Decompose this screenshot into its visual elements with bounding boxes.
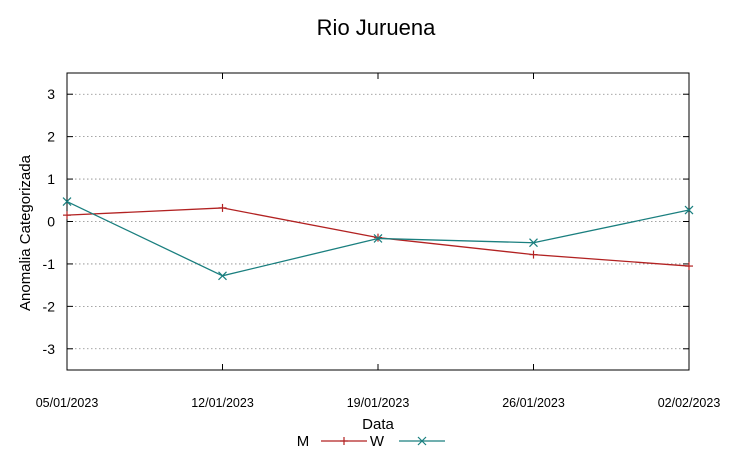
data-point-W [62,197,72,206]
data-point-M [685,262,693,271]
legend-label: M [297,433,310,450]
x-tick-label: 26/01/2023 [502,396,565,410]
y-axis-label: Anomalia Categorizada [17,154,34,311]
y-tick-label: -1 [43,256,56,272]
y-tick-label: 1 [47,171,55,187]
legend-item-W: W [370,433,445,450]
y-axis-ticks: 3 2 1 0 -1 -2 -3 [43,86,689,357]
data-point-W [218,271,227,281]
x-axis-ticks: 05/01/2023 12/01/2023 19/01/2023 26/01/2023… [36,73,721,410]
legend-swatch-marker [340,437,348,445]
data-point-W [373,234,383,243]
y-tick-label: -3 [43,341,56,357]
grid-lines [67,93,689,350]
legend-label: W [370,433,385,450]
x-tick-label: 12/01/2023 [191,396,254,410]
series-layer [62,197,694,281]
data-point-W [684,205,694,215]
data-point-W [529,238,538,248]
y-tick-label: 2 [47,129,55,145]
x-tick-label: 02/02/2023 [658,396,721,410]
data-point-M [374,233,382,242]
data-point-M [529,250,538,259]
data-point-M [63,211,71,220]
y-tick-label: 3 [47,86,55,102]
data-point-M [218,203,227,212]
x-tick-label: 05/01/2023 [36,396,99,410]
chart-title: Rio Juruena [317,15,436,40]
x-axis-label: Data [362,416,394,433]
y-tick-label: 0 [47,214,55,230]
y-tick-label: -2 [43,298,56,314]
x-tick-label: 19/01/2023 [347,396,410,410]
legend-item-M: M [297,433,367,450]
legend-swatch-marker [417,436,427,446]
